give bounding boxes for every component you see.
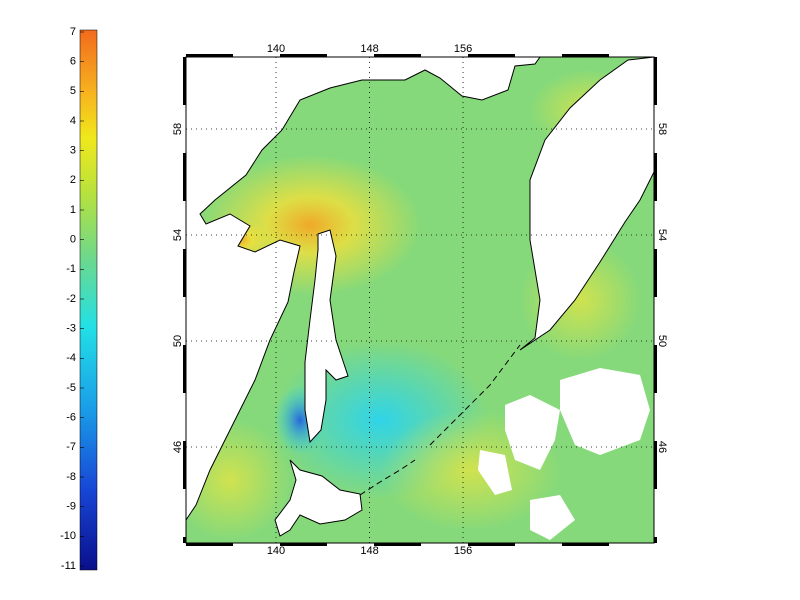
border-segment (654, 57, 657, 105)
kuril-islands (359, 344, 521, 496)
lat-label-left: 50 (172, 335, 184, 347)
colorbar-tick-label: -1 (66, 263, 76, 275)
colorbar-tick-label: 7 (70, 26, 76, 38)
colorbar-tick-label: 1 (70, 204, 76, 216)
border-segment (186, 54, 233, 57)
colorbar-tick-label: -2 (66, 293, 76, 305)
lat-label-right: 46 (656, 441, 668, 453)
colorbar-tick-label: 2 (70, 174, 76, 186)
border-segment (280, 54, 327, 57)
border-segment (562, 54, 609, 57)
colorbar-tick-label: -8 (66, 471, 76, 483)
colorbar-tick-label: 0 (70, 234, 76, 246)
lon-label-top: 140 (267, 43, 285, 55)
border-segment (186, 543, 233, 546)
colorbar-tick-label: -10 (60, 530, 76, 542)
lon-label-bottom: 148 (360, 545, 378, 557)
border-segment (183, 537, 186, 543)
lon-label-top: 156 (454, 43, 472, 55)
border-segment (654, 537, 657, 543)
lat-label-left: 58 (172, 123, 184, 135)
colorbar-tick-label: -4 (66, 352, 76, 364)
colorbar-tick-label: 6 (70, 56, 76, 68)
border-segment (654, 345, 657, 393)
colorbar-tick-label: -7 (66, 441, 76, 453)
border-segment (183, 345, 186, 393)
colorbar (79, 29, 98, 571)
border-segment (183, 441, 186, 489)
lat-label-left: 54 (172, 229, 184, 241)
lon-label-top: 148 (360, 43, 378, 55)
border-segment (654, 441, 657, 489)
hokkaido (274, 459, 363, 537)
frame-border (183, 54, 657, 546)
border-segment (562, 543, 609, 546)
mainland (186, 57, 541, 521)
border-segment (183, 249, 186, 297)
border-segment (654, 153, 657, 201)
colorbar-tick-label: 3 (70, 145, 76, 157)
lon-label-bottom: 156 (454, 545, 472, 557)
sakhalin (304, 229, 349, 444)
colorbar-tick-label: 5 (70, 85, 76, 97)
border-segment (468, 543, 515, 546)
missing-data (478, 368, 650, 540)
colorbar-tick-label: -11 (61, 560, 76, 572)
border-segment (654, 249, 657, 297)
lat-label-right: 58 (656, 123, 668, 135)
lat-label-left: 46 (172, 441, 184, 453)
border-segment (280, 543, 327, 546)
colorbar-tick-label: -3 (66, 323, 76, 335)
border-segment (374, 54, 421, 57)
border-segment (468, 54, 515, 57)
lat-label-right: 54 (656, 229, 668, 241)
border-segment (183, 153, 186, 201)
lon-label-bottom: 140 (267, 545, 285, 557)
colorbar-tick-label: -6 (66, 412, 76, 424)
lat-label-right: 50 (656, 335, 668, 347)
kamchatka (519, 57, 654, 351)
colorbar-tick-label: -9 (66, 501, 76, 513)
colorbar-tick-label: 4 (70, 115, 76, 127)
map-area (186, 57, 654, 543)
colorbar-tick-label: -5 (66, 382, 76, 394)
border-segment (183, 57, 186, 105)
border-segment (374, 543, 421, 546)
colorbar-ticks: 7 6 5 4 3 2 1 0 -1 -2 -3 -4 -5 -6 -7 -8 -9 -10 -11 (60, 26, 84, 572)
